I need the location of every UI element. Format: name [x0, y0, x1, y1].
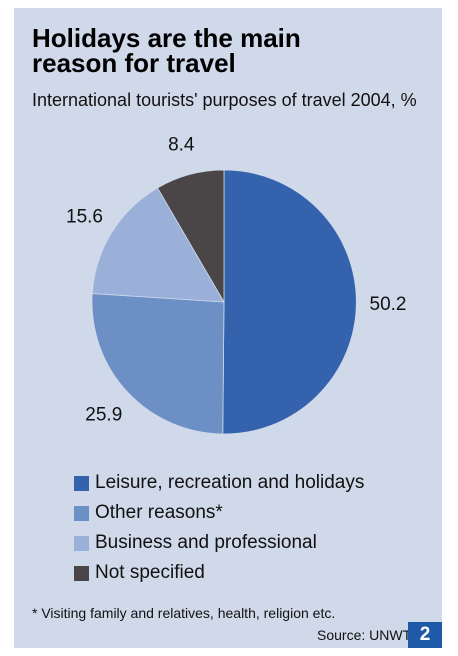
slice-label-leisure: 50.2 — [370, 294, 407, 315]
legend-item-not-specified: Not specified — [74, 558, 364, 588]
legend: Leisure, recreation and holidays Other r… — [74, 468, 364, 588]
legend-label: Not specified — [95, 562, 205, 583]
legend-swatch — [74, 565, 89, 581]
legend-item-business: Business and professional — [74, 528, 364, 558]
legend-label: Leisure, recreation and holidays — [95, 472, 365, 493]
pie-slices — [91, 169, 357, 435]
legend-label: Business and professional — [95, 532, 317, 553]
footnote: * Visiting family and relatives, health,… — [32, 605, 336, 621]
source-note: Source: UNWTO — [317, 627, 422, 643]
pie-slice-leisure — [222, 169, 357, 435]
chart-subtitle: International tourists' purposes of trav… — [32, 90, 417, 110]
legend-swatch — [74, 535, 89, 551]
slice-label-not-specified: 8.4 — [168, 135, 195, 156]
legend-item-other: Other reasons* — [74, 498, 364, 528]
pie-chart: 50.2 25.9 15.6 8.4 — [66, 135, 406, 435]
pie-labels: 50.2 25.9 15.6 8.4 — [66, 135, 406, 426]
legend-label: Other reasons* — [95, 502, 223, 523]
slice-label-business: 15.6 — [66, 207, 103, 228]
legend-swatch — [74, 505, 89, 521]
legend-swatch — [74, 475, 89, 491]
legend-item-leisure: Leisure, recreation and holidays — [74, 468, 364, 498]
pie-slice-not-specified — [157, 169, 225, 304]
figure-number-badge: 2 — [408, 622, 442, 648]
slice-label-other: 25.9 — [85, 405, 122, 426]
pie-slice-other — [91, 293, 225, 435]
chart-title: Holidays are the main reason for travel — [32, 23, 301, 78]
pie-slice-business — [91, 187, 225, 303]
chart-panel: Holidays are the main reason for travel … — [14, 8, 442, 648]
